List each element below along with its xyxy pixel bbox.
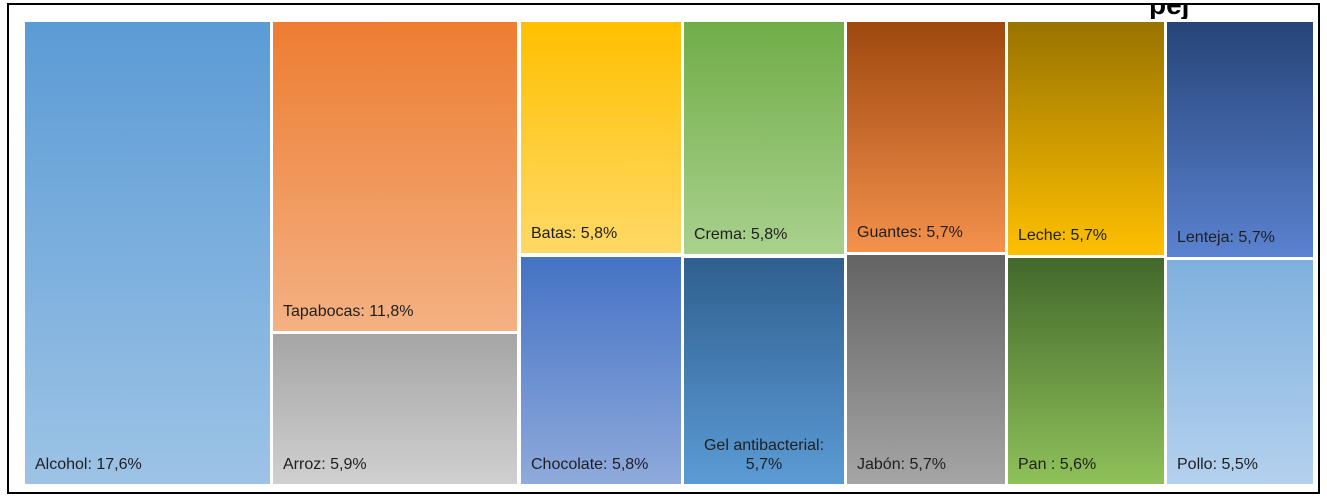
- treemap-tile-jabon: Jabón: 5,7%: [847, 255, 1005, 484]
- treemap-tile-guantes: Guantes: 5,7%: [847, 22, 1005, 252]
- tile-label-guantes: Guantes: 5,7%: [857, 223, 963, 241]
- treemap-tile-gel-antibacterial: Gel antibacterial: 5,7%: [684, 258, 844, 484]
- tile-label-batas: Batas: 5,8%: [531, 224, 618, 242]
- treemap-tile-arroz: Arroz: 5,9%: [273, 334, 517, 484]
- treemap-tile-chocolate: Chocolate: 5,8%: [521, 257, 681, 484]
- treemap-tile-pan: Pan : 5,6%: [1008, 258, 1164, 484]
- tile-label-chocolate: Chocolate: 5,8%: [531, 455, 649, 473]
- treemap-tile-tapabocas: Tapabocas: 11,8%: [273, 22, 517, 331]
- treemap-tile-batas: Batas: 5,8%: [521, 22, 681, 253]
- treemap-tile-leche: Leche: 5,7%: [1008, 22, 1164, 255]
- tile-label-gel-antibacterial: Gel antibacterial: 5,7%: [703, 437, 825, 473]
- chart-frame: pej Alcohol: 17,6% Tapabocas: 11,8% Arroz:…: [7, 3, 1320, 494]
- treemap-tile-crema: Crema: 5,8%: [684, 22, 844, 254]
- treemap: Alcohol: 17,6% Tapabocas: 11,8% Arroz: 5,9…: [9, 5, 1318, 492]
- tile-label-pollo: Pollo: 5,5%: [1177, 455, 1258, 473]
- treemap-tile-lenteja: Lenteja: 5,7%: [1167, 22, 1313, 257]
- chart-title-fragment: pej: [1149, 0, 1190, 20]
- tile-label-arroz: Arroz: 5,9%: [283, 455, 367, 473]
- treemap-tile-alcohol: Alcohol: 17,6%: [25, 22, 270, 484]
- tile-label-pan: Pan : 5,6%: [1018, 455, 1097, 473]
- tile-label-alcohol: Alcohol: 17,6%: [35, 455, 142, 473]
- tile-label-lenteja: Lenteja: 5,7%: [1177, 228, 1275, 246]
- tile-label-jabon: Jabón: 5,7%: [857, 455, 946, 473]
- tile-label-leche: Leche: 5,7%: [1018, 226, 1107, 244]
- tile-label-tapabocas: Tapabocas: 11,8%: [283, 302, 414, 320]
- treemap-tile-pollo: Pollo: 5,5%: [1167, 260, 1313, 484]
- tile-label-crema: Crema: 5,8%: [694, 225, 788, 243]
